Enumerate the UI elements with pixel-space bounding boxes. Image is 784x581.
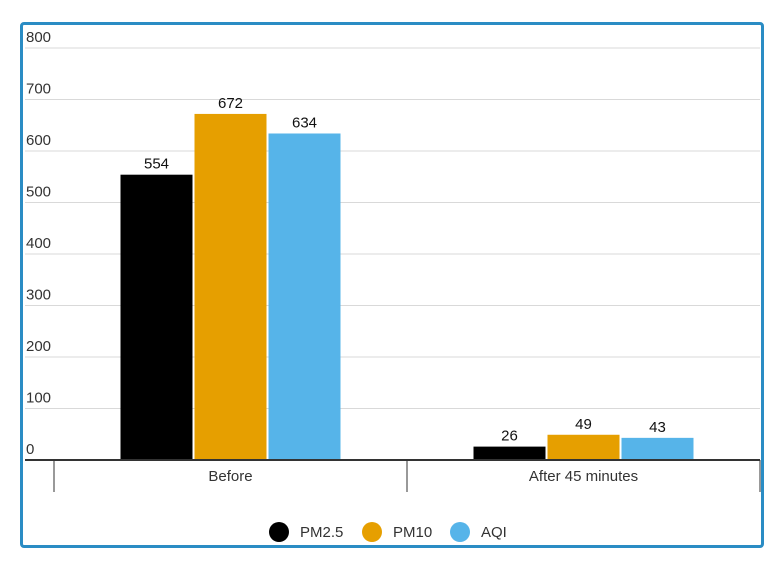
bar-pm10 — [194, 113, 267, 461]
y-tick-label: 0 — [26, 441, 34, 458]
data-label: 49 — [575, 416, 592, 433]
y-tick-label: 600 — [26, 132, 51, 149]
x-tick-label: After 45 minutes — [529, 468, 638, 485]
bar-pm2-5 — [120, 174, 193, 460]
x-axis: Before After 45 minutes — [25, 459, 761, 492]
bar-pm2-5 — [473, 446, 546, 460]
data-labels: 554 672 634 26 49 43 — [144, 95, 666, 445]
data-label: 43 — [649, 419, 666, 436]
y-tick-label: 100 — [26, 390, 51, 407]
y-tick-label: 200 — [26, 338, 51, 355]
legend-label: AQI — [481, 524, 507, 541]
y-tick-label: 500 — [26, 184, 51, 201]
x-tick-label: Before — [208, 468, 252, 485]
legend: PM2.5 PM10 AQI — [269, 522, 507, 542]
y-axis-ticks: 0 100 200 300 400 500 600 700 800 — [26, 29, 51, 458]
legend-swatch — [269, 522, 289, 542]
y-tick-label: 700 — [26, 81, 51, 98]
data-label: 554 — [144, 156, 169, 173]
data-label: 672 — [218, 95, 243, 112]
legend-label: PM2.5 — [300, 524, 343, 541]
data-label: 634 — [292, 114, 317, 131]
y-tick-label: 800 — [26, 29, 51, 46]
bar-aqi — [621, 437, 694, 460]
legend-swatch — [362, 522, 382, 542]
legend-swatch — [450, 522, 470, 542]
bar-aqi — [268, 133, 341, 461]
y-tick-label: 400 — [26, 235, 51, 252]
y-tick-label: 300 — [26, 287, 51, 304]
bars — [120, 113, 694, 461]
data-label: 26 — [501, 428, 518, 445]
bar-pm10 — [547, 434, 620, 460]
legend-label: PM10 — [393, 524, 432, 541]
